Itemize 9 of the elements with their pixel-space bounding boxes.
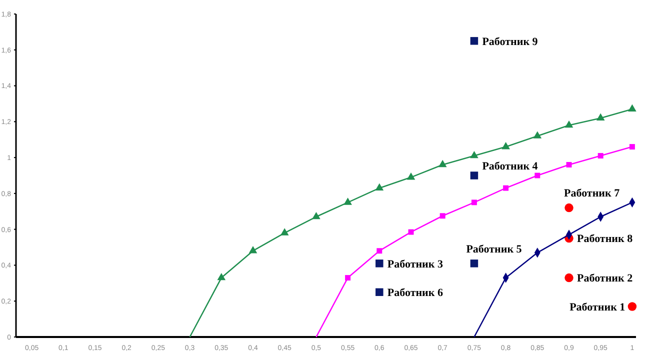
annotation: Работник 9 xyxy=(482,36,538,48)
annotation: Работник 8 xyxy=(577,233,634,246)
annotation: Работник 4 xyxy=(482,160,538,172)
annotation: Работник 7 xyxy=(564,188,620,200)
annotation: Работник 2 xyxy=(577,272,634,285)
annotation: Работник 3 xyxy=(387,258,444,270)
annotation: Работник 5 xyxy=(466,243,522,256)
annotation: Работник 1 xyxy=(570,301,626,314)
annotation: Работник 6 xyxy=(387,286,444,299)
